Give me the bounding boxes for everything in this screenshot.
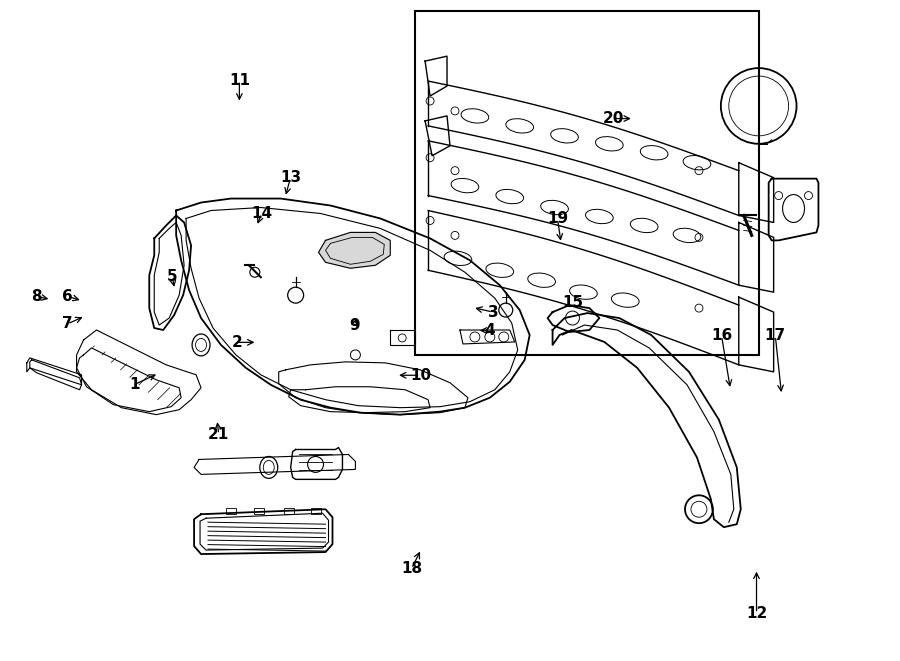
Text: 3: 3 [488,305,499,319]
Text: 15: 15 [562,295,583,311]
Text: 5: 5 [166,269,177,284]
Text: 4: 4 [484,323,495,338]
Text: 20: 20 [602,111,624,126]
Text: 13: 13 [280,171,301,185]
Bar [284,508,293,514]
Text: 17: 17 [765,329,786,343]
Text: 7: 7 [62,317,73,331]
Text: 8: 8 [31,289,41,304]
Text: 10: 10 [410,368,431,383]
Text: 18: 18 [400,561,422,576]
Text: 21: 21 [208,427,230,442]
Text: 9: 9 [349,318,359,332]
Bar [254,508,264,514]
Text: 12: 12 [746,606,767,621]
Text: 16: 16 [711,329,733,343]
Text: 2: 2 [231,335,242,350]
Text: 11: 11 [229,73,250,88]
Text: 14: 14 [251,206,273,221]
Text: 6: 6 [62,289,73,304]
Bar [415,11,759,355]
Text: 1: 1 [130,377,140,392]
Text: 19: 19 [547,211,568,226]
Bar [226,508,236,514]
Bar [310,508,320,514]
Polygon shape [319,233,391,268]
